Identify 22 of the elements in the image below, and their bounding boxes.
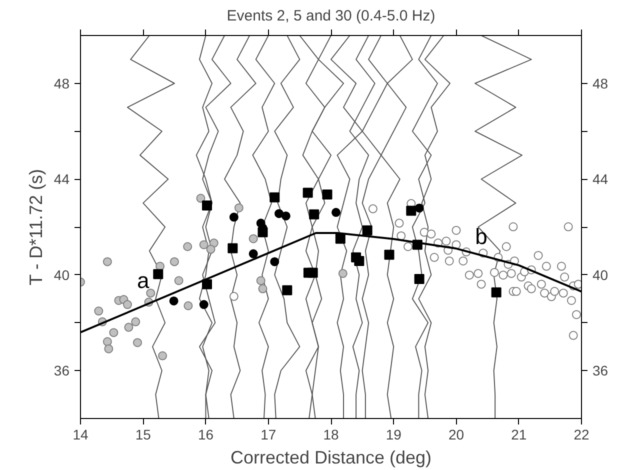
- x-tick-label: 15: [135, 426, 152, 442]
- y2-tick-label: 40: [592, 266, 608, 283]
- annotation: b: [475, 224, 488, 250]
- y-tick-label: 48: [54, 75, 70, 92]
- y-tick-label: 36: [54, 362, 70, 379]
- x-tick-label: 18: [323, 426, 339, 442]
- y2-tick-label: 36: [592, 362, 608, 379]
- x-tick-label: 20: [448, 426, 464, 442]
- y-axis-title: T - D*11.72 (s): [26, 168, 46, 286]
- x-tick-label: 16: [198, 426, 214, 442]
- y-tick-label: 40: [54, 266, 70, 283]
- y2-tick-label: 48: [592, 75, 608, 92]
- x-tick-label: 14: [72, 426, 88, 442]
- x-tick-label: 17: [260, 426, 276, 442]
- y-tick-label: 44: [54, 171, 70, 188]
- chart-title: Events 2, 5 and 30 (0.4-5.0 Hz): [226, 8, 436, 24]
- x-tick-label: 22: [574, 426, 590, 442]
- annotation: a: [137, 268, 150, 294]
- x-tick-label: 19: [386, 426, 402, 442]
- x-axis-title: Corrected Distance (deg): [230, 448, 432, 468]
- y2-tick-label: 44: [592, 171, 608, 188]
- x-tick-label: 21: [511, 426, 527, 442]
